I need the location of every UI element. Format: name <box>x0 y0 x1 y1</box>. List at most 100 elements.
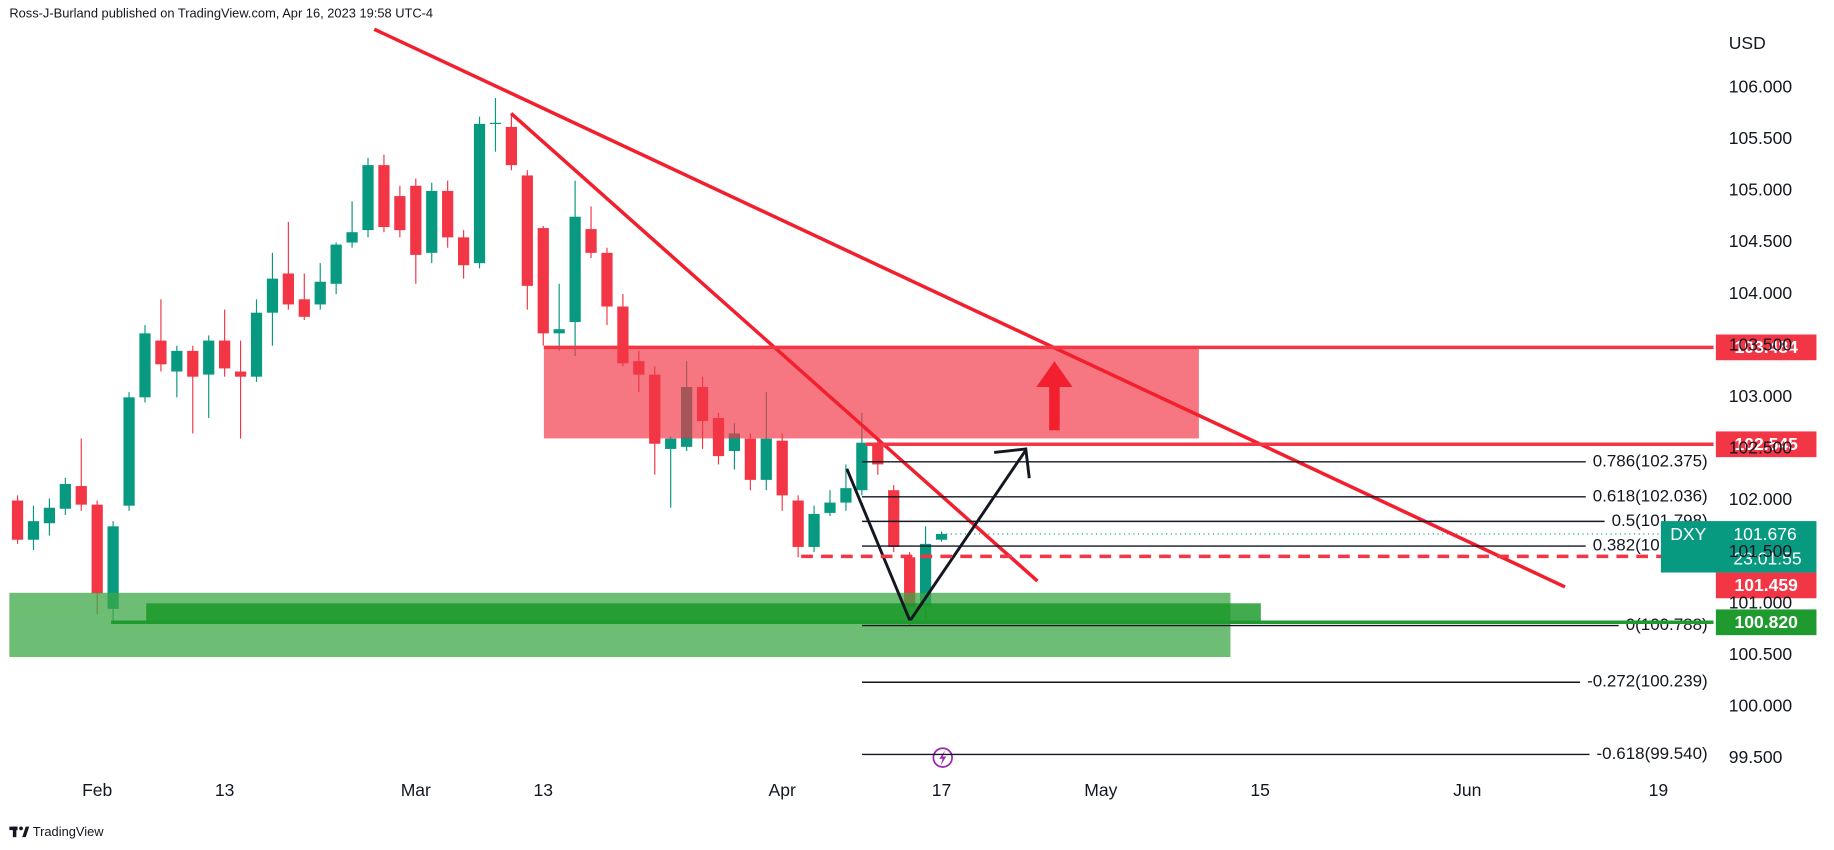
candle-body <box>426 190 438 253</box>
level-label-box <box>1715 572 1817 599</box>
up-arrow-shaft <box>1049 383 1060 431</box>
last-price-box <box>1660 521 1817 573</box>
candle-body <box>919 543 932 606</box>
logo-part <box>12 826 17 838</box>
candle-body <box>410 185 422 255</box>
candle-body <box>11 500 24 540</box>
level-label: 101.459 <box>1734 575 1798 595</box>
candle-body <box>760 438 772 480</box>
candle-body <box>856 442 868 491</box>
x-tick-label: Mar <box>401 780 431 800</box>
y-tick-label: 101.500 <box>1729 541 1793 561</box>
candle-body <box>744 438 756 480</box>
level-label-box <box>1715 334 1817 361</box>
y-tick-label: 102.000 <box>1729 489 1793 509</box>
candle-body <box>59 484 71 509</box>
y-tick-label: 105.000 <box>1729 180 1793 200</box>
level-label-box <box>1715 609 1817 636</box>
event-bolt <box>939 750 947 766</box>
candle-body <box>362 165 374 231</box>
y-tick-label: 103.500 <box>1729 334 1793 354</box>
drawings <box>9 27 1566 768</box>
candle-body <box>203 340 215 375</box>
candle-body <box>107 526 119 609</box>
x-tick-label: 13 <box>215 780 235 800</box>
brand: TradingView <box>9 824 104 839</box>
candle-body <box>808 513 820 547</box>
candle-body <box>155 340 167 365</box>
candle-body <box>91 504 103 594</box>
candle-body <box>601 252 613 307</box>
candle-body <box>792 500 804 547</box>
candle-body <box>505 126 518 166</box>
x-tick-label: 17 <box>932 780 952 800</box>
support-band <box>146 603 1261 623</box>
x-tick-label: 13 <box>533 780 553 800</box>
y-tick-label: 105.500 <box>1729 128 1793 148</box>
last-price-label: 101.676 <box>1733 524 1796 544</box>
candle-body <box>521 175 533 286</box>
candle-body <box>123 397 135 506</box>
candle-body <box>378 165 390 228</box>
x-tick-label: Apr <box>769 780 796 800</box>
candle-body <box>537 228 549 334</box>
candle-body <box>43 507 56 524</box>
logo-part <box>19 826 23 831</box>
x-tick-label: Feb <box>82 780 112 800</box>
candle-body <box>569 216 581 322</box>
candle-body <box>282 273 294 305</box>
level-label: 100.820 <box>1734 612 1798 632</box>
resistance-zone <box>543 347 1199 439</box>
brand-name: TradingView <box>33 824 104 839</box>
x-tick-label: Jun <box>1453 780 1481 800</box>
y-tick-label: 100.500 <box>1729 644 1793 664</box>
symbol-label: DXY <box>1670 524 1706 544</box>
candle-body <box>872 442 884 465</box>
countdown: 23:01:55 <box>1733 548 1802 568</box>
candle-body <box>457 237 470 266</box>
up-arrow-head <box>1036 361 1073 388</box>
candles <box>11 98 948 626</box>
candle-body <box>27 521 40 540</box>
overlay: 0.786(102.375)0.618(102.036)0.5(101.798)… <box>111 334 1817 763</box>
candle-body <box>904 557 916 607</box>
candle-body <box>489 122 502 124</box>
candle-body <box>75 486 87 505</box>
x-tick-label: May <box>1084 780 1117 800</box>
level-label: 102.545 <box>1734 434 1798 454</box>
logo-part <box>22 826 30 838</box>
fib-label: -0.272(100.239) <box>1587 672 1708 691</box>
y-tick-label: 99.500 <box>1729 747 1783 767</box>
y-tick-label: 104.000 <box>1729 283 1793 303</box>
candle-body <box>330 244 342 284</box>
candle-body <box>840 488 852 503</box>
candle-body <box>139 333 151 398</box>
candle-body <box>314 281 326 305</box>
trendline <box>373 27 1566 589</box>
y-tick-label: 100.000 <box>1729 696 1793 716</box>
candle-body <box>888 490 900 547</box>
candle-body <box>617 306 629 364</box>
currency-label: USD <box>1729 33 1766 53</box>
fib-label: 0.618(102.036) <box>1593 486 1708 505</box>
candle-body <box>219 340 231 369</box>
candle-body <box>234 371 247 377</box>
y-tick-label: 104.500 <box>1729 231 1793 251</box>
candle-body <box>776 440 788 496</box>
candle-body <box>473 123 486 264</box>
fib-label: 0(100.788) <box>1626 615 1708 634</box>
candle-body <box>824 502 836 513</box>
candle-body <box>187 350 199 377</box>
arrow-head <box>994 447 1031 479</box>
level-label: 103.484 <box>1734 337 1798 357</box>
y-tick-label: 102.500 <box>1729 438 1793 458</box>
candle-body <box>553 329 565 334</box>
x-tick-label: 19 <box>1649 780 1669 800</box>
publish-note: Ross-J-Burland published on TradingView.… <box>9 5 433 20</box>
fib-label: -0.618(99.540) <box>1597 744 1708 763</box>
y-tick-label: 101.000 <box>1729 592 1793 612</box>
candle-body <box>935 533 948 540</box>
level-label-box <box>1715 431 1817 458</box>
